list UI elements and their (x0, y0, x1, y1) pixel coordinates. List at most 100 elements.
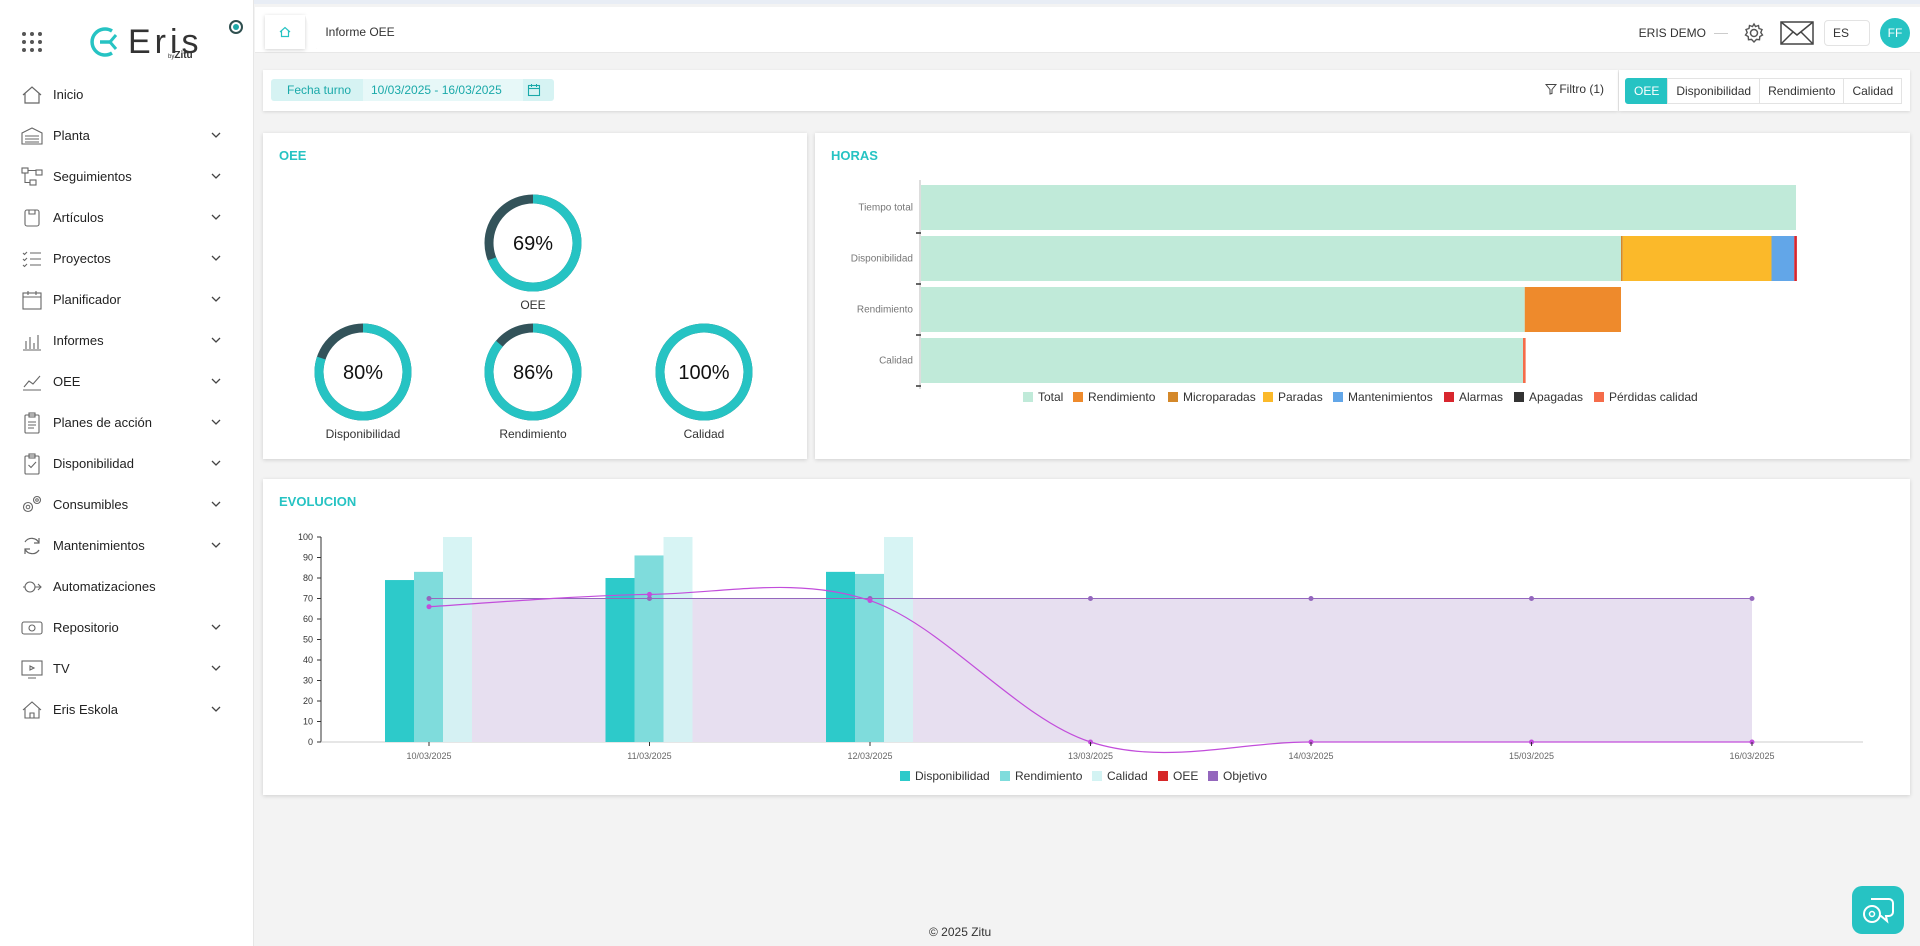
sidebar-item-planta[interactable]: Planta (0, 115, 254, 156)
refresh-icon (24, 537, 40, 554)
horas-bar-total (921, 236, 1621, 281)
sidebar-item-informes[interactable]: Informes (0, 320, 254, 361)
chevron-down-icon[interactable] (210, 375, 222, 387)
sidebar-item-eris-eskola[interactable]: Eris Eskola (0, 689, 254, 730)
evo-bar-rendimiento (634, 555, 664, 742)
chevron-down-icon[interactable] (210, 416, 222, 428)
chevron-down-icon[interactable] (210, 293, 222, 305)
evo-legend-swatch (1208, 771, 1218, 781)
sidebar-item-label: Planes de acción (53, 415, 153, 430)
sidebar-item-seguimientos[interactable]: Seguimientos (0, 156, 254, 197)
sidebar-item-oee[interactable]: OEE (0, 361, 254, 402)
evo-bar-disponibilidad (826, 571, 855, 742)
evolucion-chart: 0 10 20 30 40 50 60 70 80 90 100 10/03/2025 11/03/20… (298, 532, 1863, 783)
gauge-fill (484, 194, 582, 292)
sidebar-item-artículos[interactable]: Artículos (0, 197, 254, 238)
gauge-fill (314, 323, 412, 421)
evolucion-card-title: EVOLUCION (279, 494, 357, 509)
sidebar-item-inicio[interactable]: Inicio (0, 74, 254, 115)
sidebar-item-planes-de-acción[interactable]: Planes de acción (0, 402, 254, 443)
status-indicator-icon[interactable] (229, 20, 243, 34)
calendar-icon[interactable] (527, 83, 541, 97)
horas-card-title: HORAS (831, 148, 878, 163)
sidebar-item-label: Repositorio (53, 620, 119, 635)
chevron-down-icon[interactable] (210, 457, 222, 469)
gauge-fill (655, 323, 753, 421)
chevron-down-icon[interactable] (210, 211, 222, 223)
apps-grid-icon[interactable] (22, 32, 42, 52)
gear-icon[interactable] (1742, 21, 1766, 45)
window-top-edge (0, 0, 1920, 4)
tab-calidad[interactable]: Calidad (1843, 77, 1903, 104)
date-range-field[interactable]: Fecha turno 10/03/2025 - 16/03/2025 (271, 79, 554, 101)
sidebar-item-planificador[interactable]: Planificador (0, 279, 254, 320)
horas-legend-label: Total (1038, 390, 1063, 404)
sidebar-item-tv[interactable]: TV (0, 648, 254, 689)
horas-category-label: Disponibilidad (851, 254, 913, 265)
archive-icon (21, 620, 43, 635)
chevron-down-icon[interactable] (210, 662, 222, 674)
sidebar-item-label: Planificador (53, 292, 121, 307)
horas-legend-label: Apagadas (1529, 390, 1583, 404)
evo-y-tick-label: 80 (303, 573, 313, 583)
sidebar-item-label: TV (53, 661, 70, 676)
chevron-down-icon[interactable] (210, 170, 222, 182)
clipboard-icon (24, 411, 40, 434)
clipboard-check-icon (24, 452, 40, 475)
sidebar-item-repositorio[interactable]: Repositorio (0, 607, 254, 648)
horas-category-label: Rendimiento (857, 305, 914, 316)
horas-bar-total (921, 185, 1796, 230)
chevron-down-icon[interactable] (210, 621, 222, 633)
sidebar-item-label: Automatizaciones (53, 579, 156, 594)
bar-chart-icon (23, 334, 41, 351)
sidebar-nav: Inicio Planta Seguimientos Artículos Proyect… (0, 74, 254, 730)
chevron-down-icon[interactable] (210, 129, 222, 141)
sidebar-item-proyectos[interactable]: Proyectos (0, 238, 254, 279)
evo-objetivo-point (1529, 596, 1534, 601)
chevron-down-icon[interactable] (210, 539, 222, 551)
chevron-down-icon[interactable] (210, 703, 222, 715)
evo-legend-label: OEE (1173, 769, 1198, 783)
breadcrumb-home[interactable] (265, 15, 305, 49)
company-name[interactable]: ERIS DEMO (1638, 26, 1706, 40)
sidebar-item-mantenimientos[interactable]: Mantenimientos (0, 525, 254, 566)
filter-icon (1545, 84, 1558, 95)
horas-bar-pérdidas-calidad (1523, 338, 1526, 383)
filter-button[interactable]: Filtro (1) (1545, 82, 1604, 96)
horas-legend-label: Rendimiento (1088, 390, 1156, 404)
gauge-value: 100% (678, 362, 729, 384)
language-select[interactable]: ES (1824, 20, 1870, 46)
sidebar-item-consumibles[interactable]: Consumibles (0, 484, 254, 525)
sidebar-item-label: Informes (53, 333, 104, 348)
breadcrumb-current[interactable]: Informe OEE (305, 15, 415, 49)
evo-objetivo-point (426, 596, 432, 601)
horas-legend-swatch (1263, 392, 1273, 402)
sidebar-item-label: Seguimientos (53, 169, 132, 184)
chevron-down-icon[interactable] (210, 498, 222, 510)
user-avatar[interactable]: FF (1880, 18, 1910, 48)
sidebar-item-disponibilidad[interactable]: Disponibilidad (0, 443, 254, 484)
eris-logo[interactable]: Eris (88, 20, 203, 64)
tab-disponibilidad[interactable]: Disponibilidad (1667, 77, 1761, 104)
tab-rendimiento[interactable]: Rendimiento (1759, 77, 1845, 104)
evo-y-tick-label: 60 (303, 614, 313, 624)
tab-oee[interactable]: OEE (1625, 77, 1669, 104)
home-icon (22, 85, 42, 104)
chevron-down-icon[interactable] (210, 252, 222, 264)
date-range-label: Fecha turno (287, 83, 352, 97)
sidebar-item-automatizaciones[interactable]: Automatizaciones (0, 566, 254, 607)
gauge-disponibilidad: 80% Disponibilidad (311, 320, 415, 441)
mail-icon[interactable] (1780, 21, 1814, 45)
chevron-down-icon[interactable] (210, 334, 222, 346)
evo-oee-point (426, 604, 432, 610)
evo-objetivo-point (1749, 596, 1755, 601)
separator (1714, 32, 1728, 34)
gauge-ring: 69% (484, 194, 582, 292)
date-range-value[interactable]: 10/03/2025 - 16/03/2025 (363, 79, 523, 101)
chat-button[interactable] (1852, 886, 1904, 934)
gauge-label: OEE (520, 298, 546, 312)
tv-icon (21, 659, 43, 679)
evo-y-tick-label: 30 (303, 676, 313, 686)
gauge-ring: 86% (484, 323, 582, 421)
gauge-value: 80% (343, 362, 383, 384)
